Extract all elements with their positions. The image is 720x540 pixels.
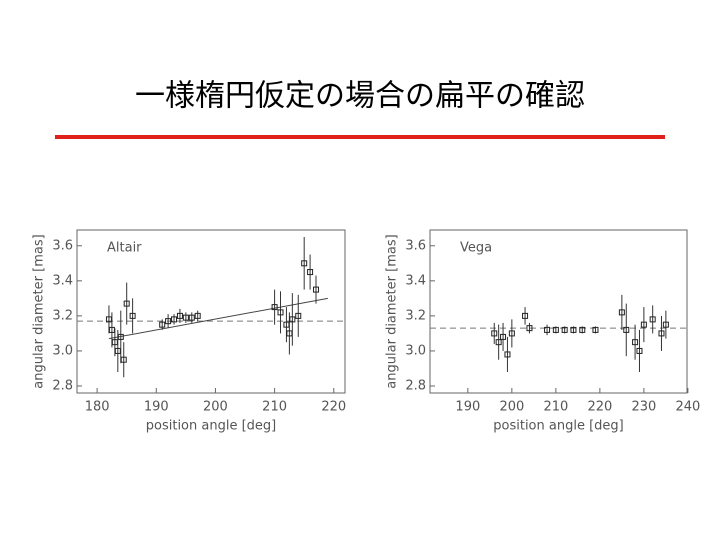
point — [495, 339, 502, 346]
point — [171, 316, 178, 323]
y-tick-label: 3.0 — [405, 343, 426, 358]
point — [570, 326, 577, 333]
y-tick-label: 3.2 — [405, 308, 426, 323]
point — [522, 312, 529, 319]
fit-line — [108, 297, 328, 340]
point — [649, 316, 656, 323]
point — [117, 333, 124, 340]
y-axis-label: angular diameter [mas] — [385, 234, 400, 388]
point — [129, 312, 136, 319]
point — [632, 339, 639, 346]
x-tick-label: 210 — [543, 400, 568, 415]
point — [188, 314, 195, 321]
point — [301, 260, 308, 267]
point — [194, 312, 201, 319]
plot-frame — [76, 229, 346, 394]
y-axis-label: angular diameter [mas] — [32, 234, 47, 388]
point — [504, 351, 511, 358]
x-tick-label: 210 — [262, 400, 287, 415]
point — [491, 330, 498, 337]
point — [277, 309, 284, 316]
x-axis-label: position angle [deg] — [493, 419, 623, 434]
y-tick-label: 3.4 — [405, 273, 426, 288]
point — [176, 312, 183, 319]
x-tick-label: 240 — [675, 400, 700, 415]
annotation: Altair — [107, 241, 142, 256]
point — [289, 316, 296, 323]
x-axis-label: position angle [deg] — [146, 419, 276, 434]
y-tick-label: 2.8 — [52, 378, 73, 393]
point — [182, 314, 189, 321]
slide-title: 一様楕円仮定の場合の扁平の確認 — [135, 79, 585, 114]
point — [295, 312, 302, 319]
point — [500, 333, 507, 340]
y-tick-label: 2.8 — [405, 378, 426, 393]
point — [165, 318, 172, 325]
x-tick-label: 230 — [631, 400, 656, 415]
point — [618, 309, 625, 316]
point — [592, 326, 599, 333]
point — [552, 326, 559, 333]
plot-frame — [429, 229, 688, 394]
point — [120, 356, 127, 363]
x-tick-label: 190 — [144, 400, 169, 415]
point — [508, 330, 515, 337]
point — [544, 326, 551, 333]
point — [159, 321, 166, 328]
x-tick-label: 200 — [499, 400, 524, 415]
point — [579, 326, 586, 333]
y-tick-label: 3.2 — [52, 308, 73, 323]
point — [307, 269, 314, 276]
point — [561, 326, 568, 333]
x-tick-label: 200 — [203, 400, 228, 415]
point — [623, 326, 630, 333]
y-tick-label: 3.6 — [52, 238, 73, 253]
annotation: Vega — [460, 241, 492, 256]
x-tick-label: 180 — [85, 400, 110, 415]
x-tick-label: 190 — [455, 400, 480, 415]
x-tick-label: 220 — [321, 400, 346, 415]
point — [658, 330, 665, 337]
point — [526, 325, 533, 332]
point — [313, 286, 320, 293]
point — [123, 300, 130, 307]
point — [662, 321, 669, 328]
point — [271, 304, 278, 311]
point — [640, 321, 647, 328]
point — [636, 347, 643, 354]
y-tick-label: 3.4 — [52, 273, 73, 288]
y-tick-label: 3.0 — [52, 343, 73, 358]
x-tick-label: 220 — [587, 400, 612, 415]
y-tick-label: 3.6 — [405, 238, 426, 253]
